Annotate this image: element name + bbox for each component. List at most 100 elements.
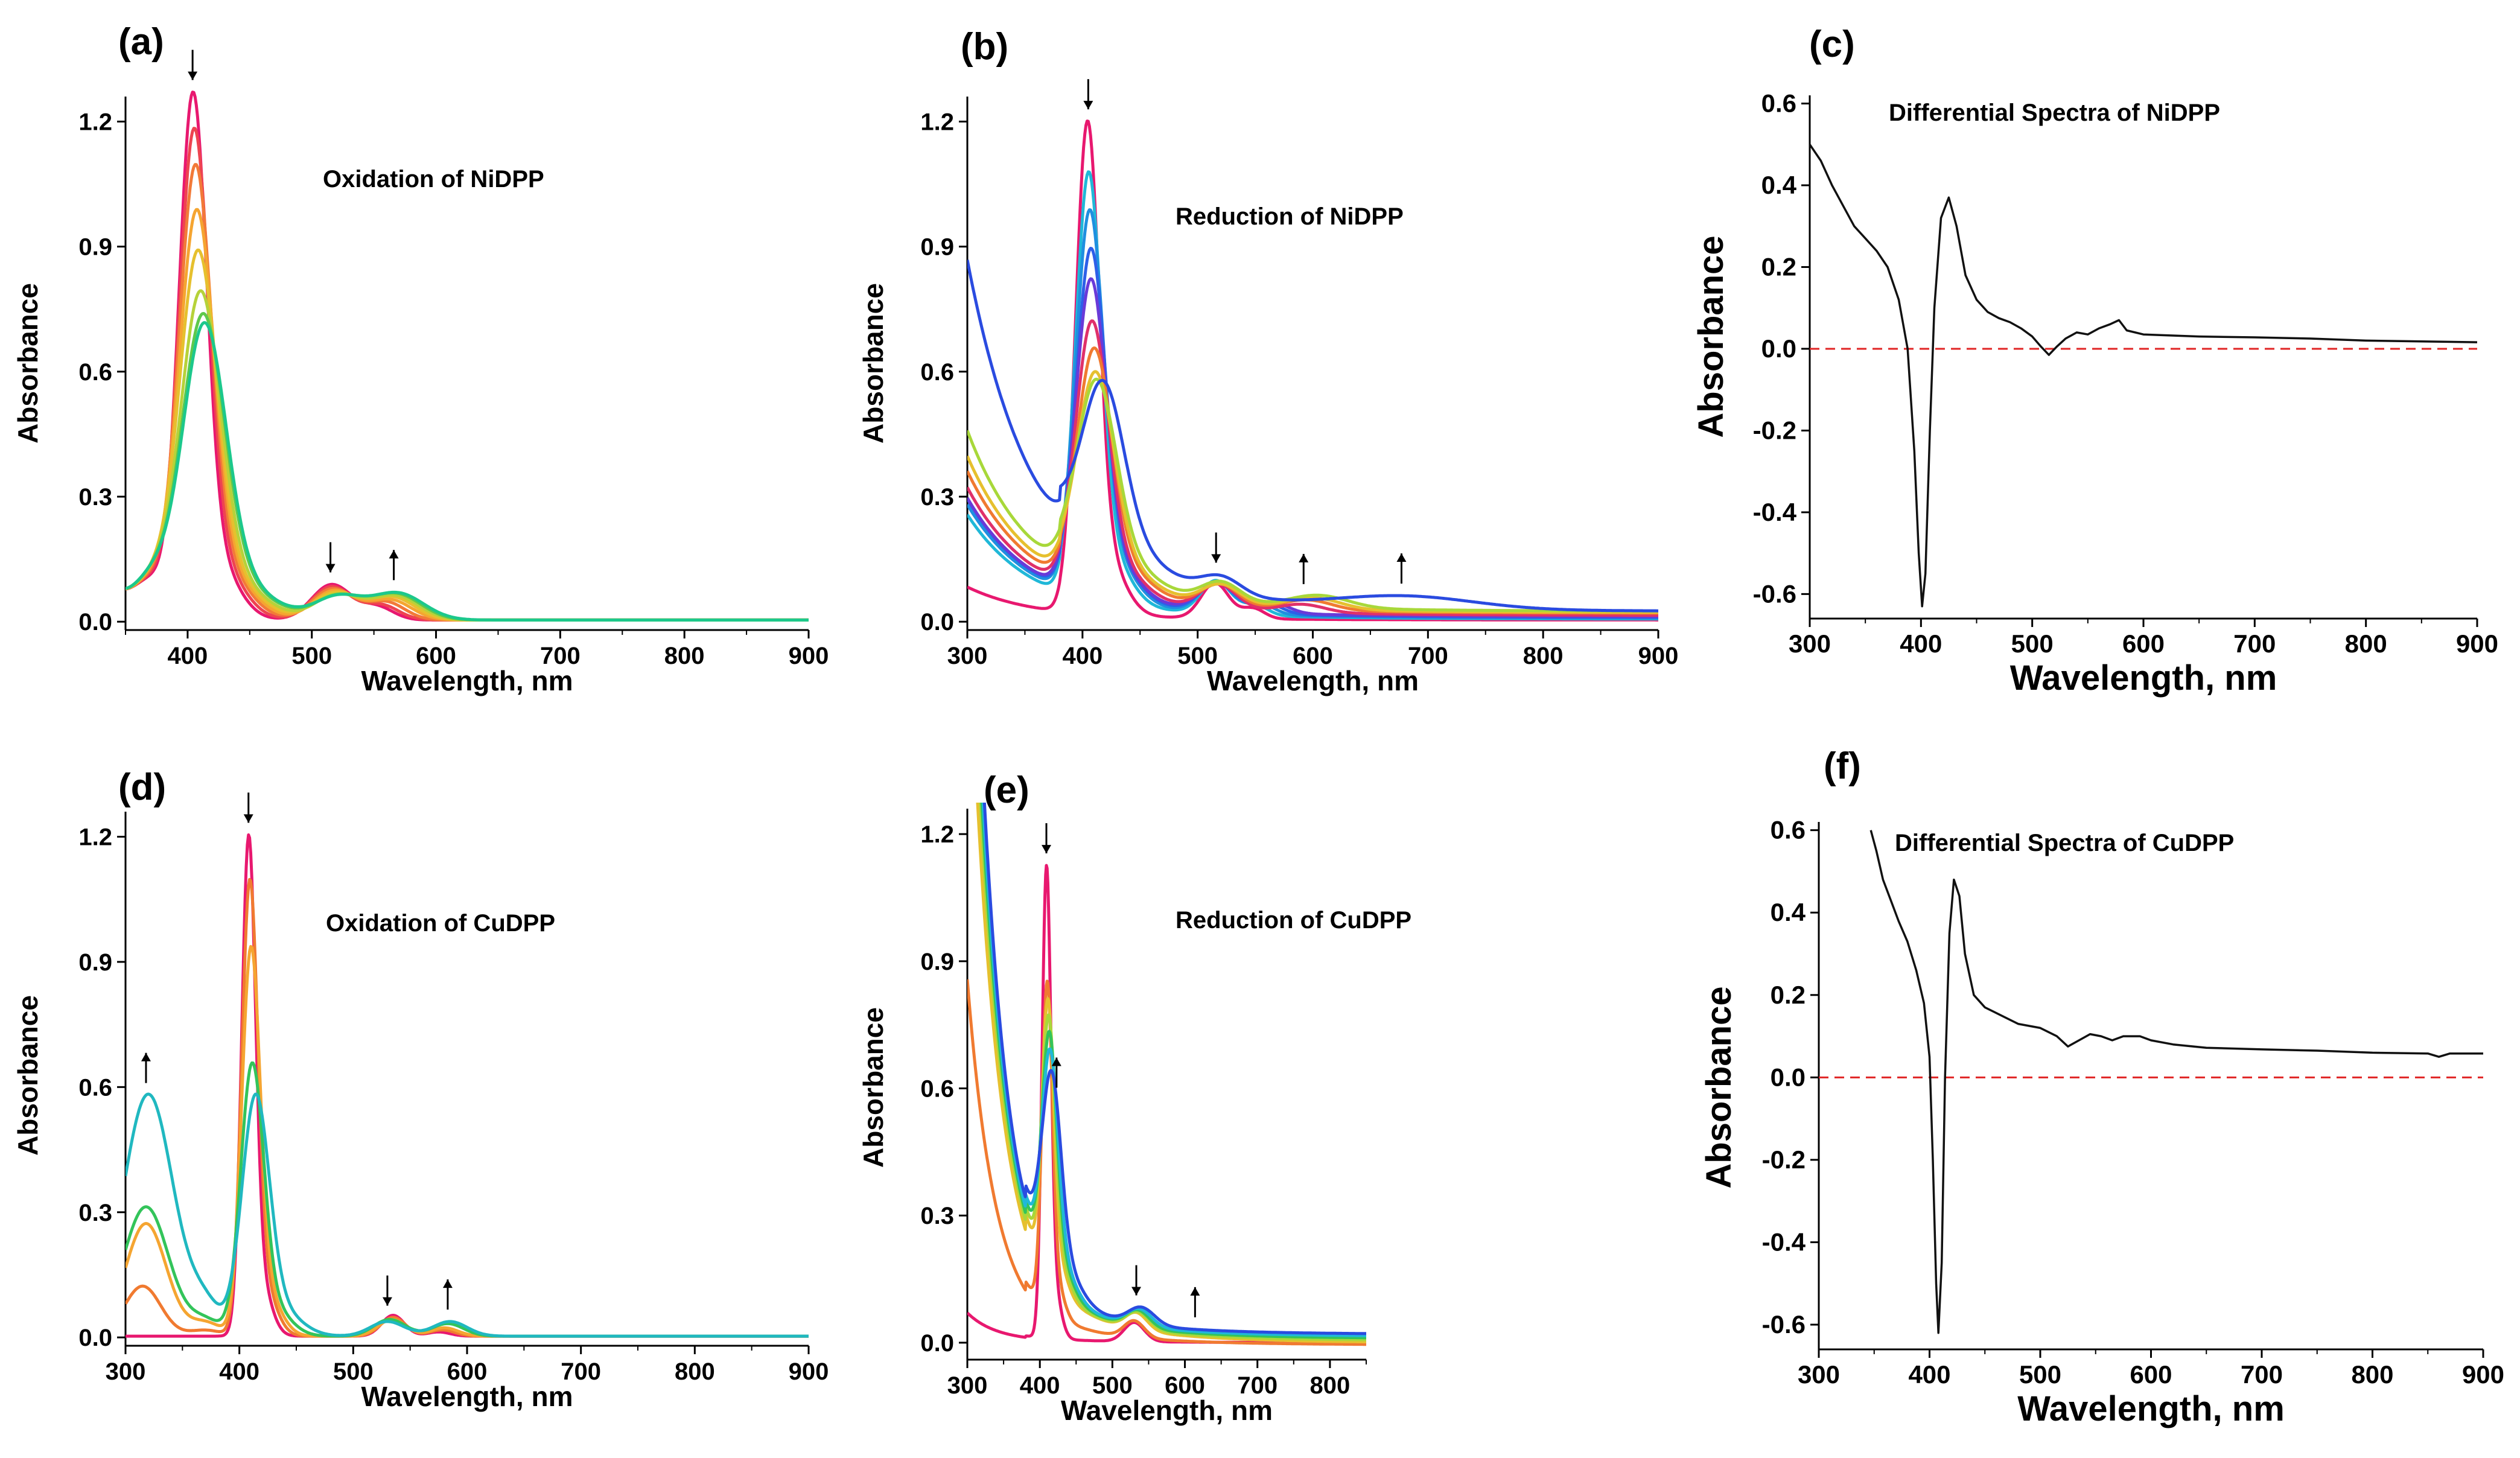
- series-line-e-4: [979, 803, 1366, 1342]
- trend-arrow-d-1: [382, 1275, 392, 1306]
- trend-arrow-e-0: [1041, 823, 1051, 854]
- x-tick-label-d-400: 400: [219, 1358, 259, 1385]
- x-axis-label-c: Wavelength, nm: [2010, 658, 2277, 698]
- y-tick-label-b-0.3: 0.3: [920, 484, 954, 511]
- y-tick-label-e-0: 0.0: [920, 1330, 954, 1357]
- y-tick-label-b-1.2: 1.2: [920, 109, 954, 135]
- x-tick-label-c-500: 500: [2011, 629, 2054, 658]
- panel-d: (d) 300 400 500 600 700 800 900 0.0 0.3 0.6 0.9 1.2 W…: [12, 766, 829, 1412]
- y-tick-label-b-0: 0.0: [920, 609, 954, 635]
- trend-arrow-d-0: [243, 792, 253, 823]
- series-line-a-8: [126, 321, 809, 622]
- x-tick-label-f-300: 300: [1798, 1360, 1840, 1389]
- y-tick-label-c-0.2: 0.2: [1761, 252, 1796, 281]
- trend-arrow-b-0: [1083, 79, 1093, 110]
- x-tick-label-e-700: 700: [1237, 1372, 1278, 1399]
- x-tick-label-c-300: 300: [1789, 629, 1831, 658]
- x-tick-label-c-600: 600: [2122, 629, 2165, 658]
- chart-title-a: Oxidation of NiDPP: [323, 166, 544, 193]
- y-tick-label-f-0: 0.0: [1771, 1063, 1806, 1091]
- trend-arrow-e-1: [1051, 1057, 1061, 1088]
- series-line-b-9: [967, 377, 1658, 613]
- y-tick-label-f-0.2: 0.2: [1771, 981, 1806, 1009]
- x-tick-label-e-500: 500: [1092, 1372, 1133, 1399]
- panel-e: (e) 300 400 500 600 700 800 0.0 0.3 0.6 0.9 1.2 Wave…: [858, 769, 1411, 1426]
- panel-label-d: (d): [118, 766, 166, 808]
- x-tick-label-e-800: 800: [1310, 1372, 1351, 1399]
- y-axis-label-d: Absorbance: [12, 995, 43, 1156]
- series-line-b-3: [967, 208, 1658, 620]
- series-line-b-10: [967, 259, 1658, 613]
- trend-arrow-d-2: [442, 1279, 453, 1310]
- panel-label-e: (e): [984, 769, 1029, 811]
- y-tick-label-d-0.3: 0.3: [78, 1200, 112, 1226]
- y-tick-label-e-0.6: 0.6: [920, 1076, 954, 1103]
- x-tick-label-c-900: 900: [2456, 629, 2498, 658]
- y-tick-label-f--0.6: -0.6: [1762, 1310, 1806, 1339]
- y-axis-label-a: Absorbance: [12, 283, 43, 444]
- x-tick-label-d-800: 800: [675, 1358, 715, 1385]
- plot-area-d: [126, 833, 809, 1338]
- x-tick-label-f-800: 800: [2351, 1360, 2393, 1389]
- series-line-e-3: [976, 803, 1366, 1343]
- trend-arrow-e-2: [1131, 1265, 1142, 1296]
- y-tick-label-f--0.2: -0.2: [1762, 1145, 1806, 1174]
- x-tick-label-f-400: 400: [1908, 1360, 1950, 1389]
- x-tick-label-a-900: 900: [789, 643, 829, 669]
- x-tick-label-d-500: 500: [333, 1358, 374, 1385]
- series-line-b-5: [967, 277, 1658, 619]
- x-tick-label-b-400: 400: [1062, 643, 1102, 669]
- series-line-e-7: [982, 803, 1366, 1335]
- y-tick-label-a-1.2: 1.2: [78, 109, 112, 135]
- x-tick-label-c-700: 700: [2233, 629, 2276, 658]
- series-line-d-2: [126, 877, 809, 1338]
- y-tick-label-a-0.3: 0.3: [78, 484, 112, 511]
- series-line-b-2: [967, 170, 1658, 621]
- plot-area-b: [967, 119, 1658, 622]
- chart-title-b: Reduction of NiDPP: [1176, 203, 1404, 230]
- y-axis-label-c: Absorbance: [1691, 235, 1731, 438]
- y-axis-label-b: Absorbance: [858, 283, 889, 444]
- plot-area-f: [1819, 830, 2483, 1334]
- x-tick-label-f-900: 900: [2462, 1360, 2504, 1389]
- x-tick-label-e-300: 300: [947, 1372, 988, 1399]
- trend-arrow-a-2: [389, 550, 399, 581]
- y-tick-label-c--0.4: -0.4: [1753, 498, 1797, 526]
- series-line-e-1: [967, 864, 1366, 1345]
- trend-arrow-d-3: [141, 1052, 151, 1083]
- x-axis-label-d: Wavelength, nm: [361, 1381, 573, 1412]
- panel-c: (c) 300 400 500 600 700 800 900 -0.6 -0.4 -0.2 0.0 0…: [1691, 24, 2498, 698]
- y-tick-label-d-0.6: 0.6: [78, 1074, 112, 1101]
- x-tick-label-b-500: 500: [1177, 643, 1218, 669]
- x-tick-label-a-400: 400: [168, 643, 208, 669]
- y-tick-label-e-0.3: 0.3: [920, 1203, 954, 1229]
- y-tick-label-c-0: 0.0: [1761, 334, 1796, 363]
- x-tick-label-d-900: 900: [789, 1358, 829, 1385]
- y-tick-label-c-0.4: 0.4: [1761, 171, 1797, 199]
- y-tick-label-f--0.4: -0.4: [1762, 1227, 1806, 1256]
- y-tick-label-b-0.6: 0.6: [920, 359, 954, 386]
- y-tick-label-c-0.6: 0.6: [1761, 89, 1796, 118]
- x-tick-label-b-800: 800: [1523, 643, 1564, 669]
- series-line-d-3: [126, 944, 809, 1338]
- y-tick-label-a-0.9: 0.9: [78, 234, 112, 261]
- y-tick-label-e-1.2: 1.2: [920, 821, 954, 848]
- trend-arrow-b-3: [1396, 553, 1407, 584]
- panel-f: (f) 300 400 500 600 700 800 900 -0.6 -0.4 -0.2 0.0 0…: [1699, 745, 2504, 1428]
- chart-title-e: Reduction of CuDPP: [1176, 907, 1411, 934]
- y-tick-label-c--0.6: -0.6: [1753, 579, 1796, 608]
- series-line-b-6: [967, 319, 1658, 617]
- series-line-c: [1810, 144, 2477, 608]
- x-tick-label-f-600: 600: [2130, 1360, 2172, 1389]
- y-tick-label-a-0: 0.0: [78, 609, 112, 635]
- y-axis-label-f: Absorbance: [1699, 986, 1739, 1188]
- x-tick-label-d-600: 600: [447, 1358, 488, 1385]
- x-tick-label-a-800: 800: [664, 643, 705, 669]
- panel-label-c: (c): [1809, 24, 1855, 65]
- plot-area-e: [967, 803, 1366, 1346]
- y-tick-label-d-0.9: 0.9: [78, 949, 112, 976]
- x-tick-label-d-300: 300: [106, 1358, 146, 1385]
- x-tick-label-c-400: 400: [1900, 629, 1942, 658]
- series-line-b-1: [967, 119, 1658, 622]
- x-axis-label-a: Wavelength, nm: [361, 665, 573, 696]
